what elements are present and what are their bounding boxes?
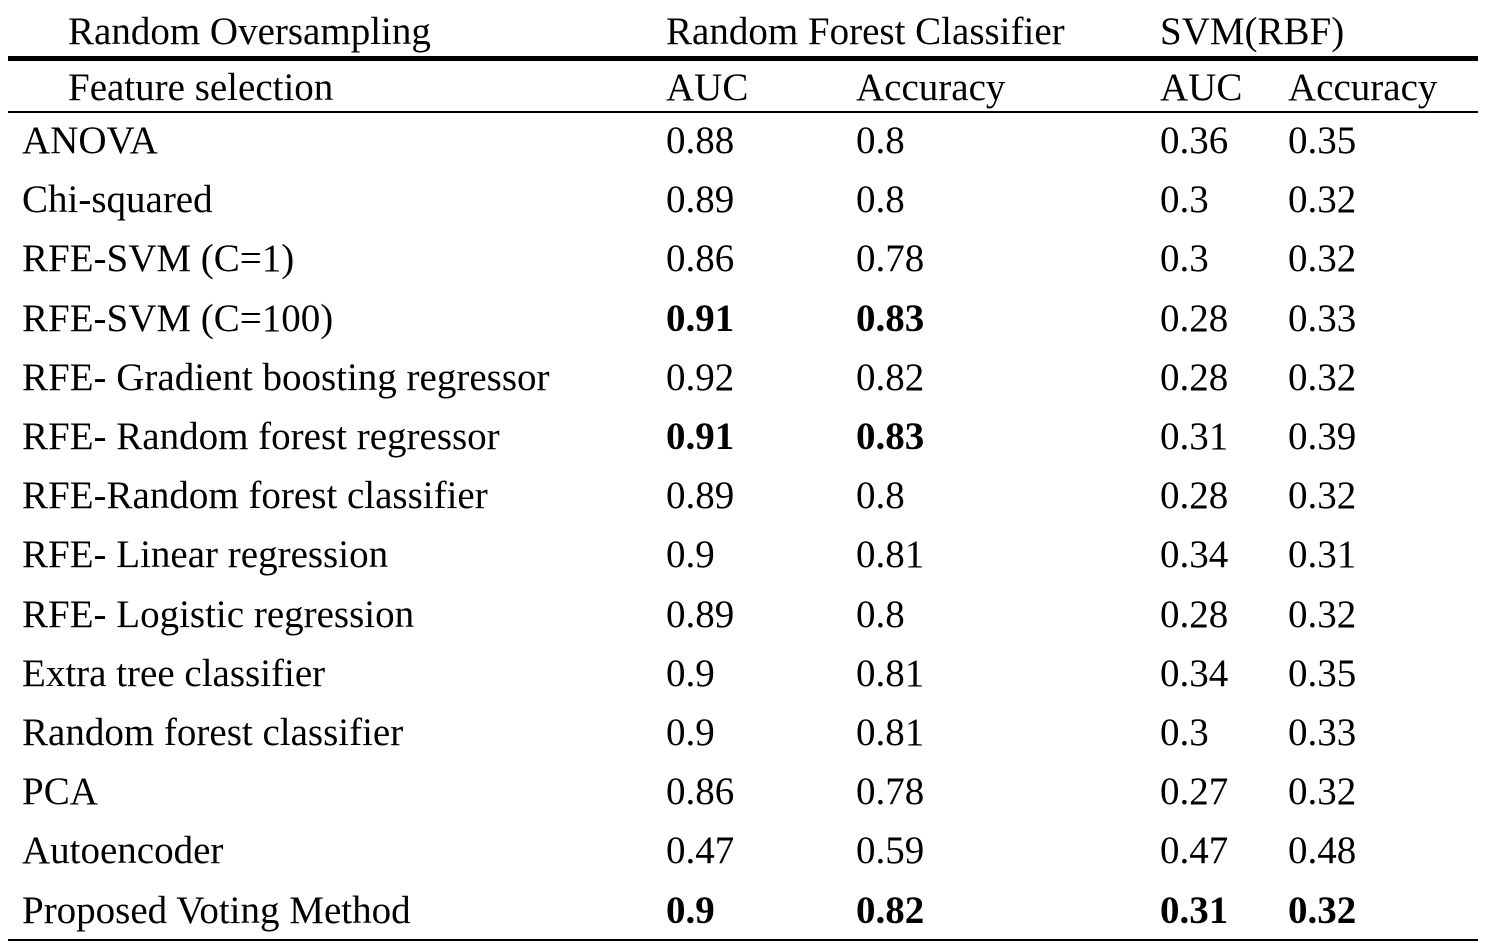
svm-auc-cell: 0.28	[1160, 592, 1229, 636]
method-cell: RFE-SVM (C=1)	[22, 237, 295, 281]
table-header-group-row: Random Oversampling Random Forest Classi…	[0, 2, 1490, 61]
svm-auc-cell: 0.28	[1160, 296, 1229, 340]
svm-auc-cell: 0.31	[1160, 888, 1229, 932]
method-cell: RFE- Logistic regression	[22, 592, 415, 636]
svm-accuracy-cell: 0.35	[1288, 119, 1357, 162]
table-row: PCA 0.86 0.78 0.27 0.32	[0, 762, 1490, 821]
rf-accuracy-cell: 0.8	[856, 592, 905, 636]
rf-accuracy-cell: 0.78	[856, 237, 925, 281]
svm-accuracy-cell: 0.35	[1288, 651, 1357, 695]
rf-auc-cell: 0.92	[666, 355, 735, 399]
method-cell: Autoencoder	[22, 829, 224, 873]
sampling-header: Random Oversampling	[68, 10, 431, 53]
table-row: RFE-SVM (C=100) 0.91 0.83 0.28 0.33	[0, 289, 1490, 348]
svm-accuracy-cell: 0.48	[1288, 829, 1357, 873]
table-row: RFE- Logistic regression 0.89 0.8 0.28 0.32	[0, 585, 1490, 644]
svm-accuracy-cell: 0.31	[1288, 533, 1357, 577]
svm-auc-cell: 0.34	[1160, 533, 1229, 577]
rf-accuracy-cell: 0.8	[856, 119, 905, 162]
rf-auc-cell: 0.9	[666, 533, 715, 577]
rf-auc-cell: 0.9	[666, 711, 715, 754]
method-cell: RFE-SVM (C=100)	[22, 296, 334, 340]
rf-auc-cell: 0.89	[666, 178, 735, 222]
table-row: RFE-Random forest classifier 0.89 0.8 0.28 0…	[0, 466, 1490, 525]
table-row: RFE- Linear regression 0.9 0.81 0.34 0.31	[0, 525, 1490, 584]
svm-auc-cell: 0.36	[1160, 119, 1229, 162]
method-cell: PCA	[22, 770, 98, 814]
method-cell: RFE- Linear regression	[22, 533, 389, 577]
svm-auc-cell: 0.3	[1160, 711, 1209, 754]
svm-accuracy-cell: 0.33	[1288, 296, 1357, 340]
svm-group-header: SVM(RBF)	[1160, 10, 1345, 53]
rf-auc-cell: 0.91	[666, 415, 735, 458]
svm-auc-cell: 0.31	[1160, 415, 1229, 458]
table-header-column-row: Feature selection AUC Accuracy AUC Accur…	[0, 58, 1490, 117]
bottom-rule	[8, 939, 1478, 941]
svm-auc-cell: 0.27	[1160, 770, 1229, 814]
table-row: RFE- Random forest regressor 0.91 0.83 0.31…	[0, 407, 1490, 466]
table-row: Autoencoder 0.47 0.59 0.47 0.48	[0, 821, 1490, 880]
method-cell: Proposed Voting Method	[22, 888, 411, 932]
svm-auc-cell: 0.3	[1160, 237, 1209, 281]
method-cell: Chi-squared	[22, 178, 213, 222]
rf-accuracy-cell: 0.81	[856, 711, 925, 754]
svm-accuracy-cell: 0.32	[1288, 474, 1357, 518]
rf-auc-header: AUC	[666, 66, 749, 109]
svm-accuracy-cell: 0.39	[1288, 415, 1357, 458]
rf-auc-cell: 0.89	[666, 592, 735, 636]
method-cell: Random forest classifier	[22, 711, 404, 754]
table-row: Chi-squared 0.89 0.8 0.3 0.32	[0, 170, 1490, 229]
rf-auc-cell: 0.47	[666, 829, 735, 873]
rf-auc-cell: 0.86	[666, 237, 735, 281]
svm-auc-cell: 0.28	[1160, 474, 1229, 518]
rf-auc-cell: 0.88	[666, 119, 735, 162]
svm-auc-cell: 0.34	[1160, 651, 1229, 695]
rf-accuracy-cell: 0.83	[856, 296, 925, 340]
svm-auc-cell: 0.28	[1160, 355, 1229, 399]
table-row: ANOVA 0.88 0.8 0.36 0.35	[0, 111, 1490, 170]
svm-auc-cell: 0.47	[1160, 829, 1229, 873]
rf-accuracy-cell: 0.59	[856, 829, 925, 873]
header-rule	[8, 111, 1478, 113]
rf-auc-cell: 0.9	[666, 888, 715, 932]
svm-accuracy-cell: 0.32	[1288, 355, 1357, 399]
table-row: Extra tree classifier 0.9 0.81 0.34 0.35	[0, 644, 1490, 703]
table-row: Proposed Voting Method 0.9 0.82 0.31 0.32	[0, 881, 1490, 940]
rf-accuracy-cell: 0.81	[856, 533, 925, 577]
top-rule	[8, 56, 1478, 61]
method-cell: RFE- Gradient boosting regressor	[22, 355, 550, 399]
rf-accuracy-header: Accuracy	[856, 66, 1006, 109]
rf-auc-cell: 0.9	[666, 651, 715, 695]
feature-selection-header: Feature selection	[68, 66, 334, 109]
rf-accuracy-cell: 0.82	[856, 888, 925, 932]
rf-accuracy-cell: 0.8	[856, 178, 905, 222]
method-cell: RFE- Random forest regressor	[22, 415, 500, 458]
svm-auc-cell: 0.3	[1160, 178, 1209, 222]
svm-accuracy-cell: 0.33	[1288, 711, 1357, 754]
rf-accuracy-cell: 0.78	[856, 770, 925, 814]
svm-accuracy-cell: 0.32	[1288, 592, 1357, 636]
rf-group-header: Random Forest Classifier	[666, 10, 1065, 53]
method-cell: Extra tree classifier	[22, 651, 326, 695]
table-row: Random forest classifier 0.9 0.81 0.3 0.33	[0, 703, 1490, 762]
svm-accuracy-cell: 0.32	[1288, 237, 1357, 281]
rf-auc-cell: 0.86	[666, 770, 735, 814]
rf-auc-cell: 0.91	[666, 296, 735, 340]
svm-accuracy-cell: 0.32	[1288, 770, 1357, 814]
svm-auc-header: AUC	[1160, 66, 1243, 109]
method-cell: RFE-Random forest classifier	[22, 474, 488, 518]
rf-accuracy-cell: 0.83	[856, 415, 925, 458]
svm-accuracy-header: Accuracy	[1288, 66, 1438, 109]
method-cell: ANOVA	[22, 119, 158, 162]
rf-auc-cell: 0.89	[666, 474, 735, 518]
table-row: RFE-SVM (C=1) 0.86 0.78 0.3 0.32	[0, 229, 1490, 288]
rf-accuracy-cell: 0.82	[856, 355, 925, 399]
svm-accuracy-cell: 0.32	[1288, 888, 1357, 932]
svm-accuracy-cell: 0.32	[1288, 178, 1357, 222]
rf-accuracy-cell: 0.8	[856, 474, 905, 518]
rf-accuracy-cell: 0.81	[856, 651, 925, 695]
table-row: RFE- Gradient boosting regressor 0.92 0.82…	[0, 348, 1490, 407]
